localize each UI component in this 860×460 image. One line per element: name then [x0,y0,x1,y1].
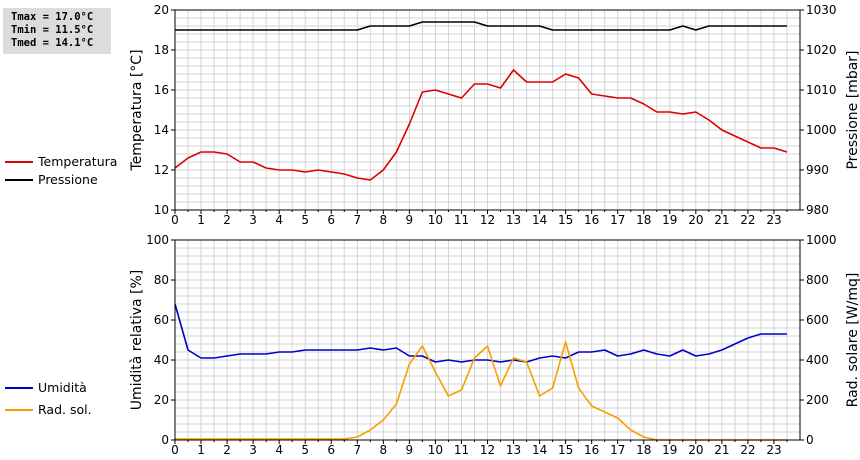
top-x-tick-label: 14 [532,213,547,227]
top-y-right-tick-label: 1030 [806,3,837,17]
bottom-y-left-tick-label: 80 [154,273,169,287]
top-x-tick-label: 13 [506,213,521,227]
top-x-tick-label: 8 [380,213,388,227]
top-x-tick-label: 6 [327,213,335,227]
top-x-tick-label: 7 [353,213,361,227]
bottom-x-tick-label: 15 [558,443,573,457]
bottom-y-right-tick-label: 0 [806,433,814,447]
bottom-x-tick-label: 16 [584,443,599,457]
bottom-y-right-tick-label: 600 [806,313,829,327]
legend-label-temperatura: Temperatura [38,154,118,169]
legend-label-umidita: Umidità [38,380,87,395]
top-x-tick-label: 12 [480,213,495,227]
bottom-y-right-tick-label: 800 [806,273,829,287]
bottom-y-left-tick-label: 40 [154,353,169,367]
bottom-x-tick-label: 20 [688,443,703,457]
bottom-y-left-tick-label: 0 [161,433,169,447]
bottom-x-tick-label: 21 [714,443,729,457]
top-x-tick-label: 20 [688,213,703,227]
top-x-tick-label: 15 [558,213,573,227]
stat-tmax: Tmax = 17.0°C [11,11,94,23]
legend-swatch-umidita [5,387,33,389]
top-y-right-tick-label: 990 [806,163,829,177]
bottom-x-tick-label: 3 [249,443,257,457]
top-x-tick-label: 19 [662,213,677,227]
top-x-tick-label: 21 [714,213,729,227]
top-y-left-tick-label: 14 [154,123,169,137]
stat-tmin: Tmin = 11.5°C [11,24,94,36]
legend-swatch-temperatura [5,161,33,163]
bottom-y-right-tick-label: 400 [806,353,829,367]
top-x-tick-label: 1 [197,213,205,227]
top-y-left-tick-label: 12 [154,163,169,177]
bottom-y-right-tick-label: 200 [806,393,829,407]
bottom-y-right-tick-label: 1000 [806,233,837,247]
top-x-tick-label: 4 [275,213,283,227]
bottom-x-tick-label: 11 [454,443,469,457]
top-x-tick-label: 0 [171,213,179,227]
bottom-x-tick-label: 12 [480,443,495,457]
bottom-y-left-tick-label: 20 [154,393,169,407]
bottom-x-tick-label: 13 [506,443,521,457]
legend-swatch-rad-sol [5,409,33,411]
bottom-x-tick-label: 10 [428,443,443,457]
bottom-x-tick-label: 2 [223,443,231,457]
bottom-x-tick-label: 23 [766,443,781,457]
stat-tmed: Tmed = 14.1°C [11,37,94,49]
top-y-left-tick-label: 18 [154,43,169,57]
top-x-tick-label: 9 [406,213,414,227]
legend-label-pressione: Pressione [38,172,98,187]
bottom-y-left-tick-label: 60 [154,313,169,327]
bottom-x-tick-label: 1 [197,443,205,457]
bottom-x-tick-label: 9 [406,443,414,457]
bottom-x-tick-label: 5 [301,443,309,457]
top-x-tick-label: 11 [454,213,469,227]
bottom-x-tick-label: 0 [171,443,179,457]
bottom-y-left-tick-label: 100 [146,233,169,247]
series-line-umidita [174,303,787,363]
legend-label-rad-sol: Rad. sol. [38,402,92,417]
top-y-right-tick-label: 1020 [806,43,837,57]
top-x-tick-label: 3 [249,213,257,227]
series-line-temperatura [174,69,788,181]
top-x-tick-label: 23 [766,213,781,227]
legend-swatch-pressione [5,179,33,181]
top-x-tick-label: 18 [636,213,651,227]
top-x-tick-label: 2 [223,213,231,227]
top-y-right-axis-label: Pressione [mbar] [845,50,860,169]
bottom-x-tick-label: 19 [662,443,677,457]
top-y-left-tick-label: 10 [154,203,169,217]
top-y-right-tick-label: 1010 [806,83,837,97]
bottom-x-tick-label: 7 [353,443,361,457]
stats-box: Tmax = 17.0°C Tmin = 11.5°C Tmed = 14.1°… [3,8,111,54]
bottom-x-tick-label: 17 [610,443,625,457]
top-y-right-tick-label: 1000 [806,123,837,137]
bottom-x-tick-label: 14 [532,443,547,457]
top-x-tick-label: 10 [428,213,443,227]
bottom-x-tick-label: 18 [636,443,651,457]
chart-humidity-radiation: 0 1 2 3 4 5 6 7 8 9 10 11 12 13 14 15 16 17 18 19 20 21 22 2302… [129,233,860,457]
top-y-right-tick-label: 980 [806,203,829,217]
top-x-tick-label: 5 [301,213,309,227]
series-line-pressione [175,21,787,31]
top-x-tick-label: 17 [610,213,625,227]
bottom-x-tick-label: 8 [380,443,388,457]
top-x-tick-label: 22 [740,213,755,227]
bottom-y-right-axis-label: Rad. solare [W/mq] [845,273,860,408]
top-y-left-axis-label: Temperatura [°C] [129,49,145,171]
chart-temperature-pressure: 0 1 2 3 4 5 6 7 8 9 10 11 12 13 14 15 16 17 18 19 20 21 22 2310… [129,3,860,227]
bottom-x-tick-label: 22 [740,443,755,457]
bottom-y-left-axis-label: Umidità relativa [%] [129,270,145,411]
top-y-left-tick-label: 16 [154,83,169,97]
bottom-x-tick-label: 4 [275,443,283,457]
top-y-left-tick-label: 20 [154,3,169,17]
top-x-tick-label: 16 [584,213,599,227]
bottom-x-tick-label: 6 [327,443,335,457]
